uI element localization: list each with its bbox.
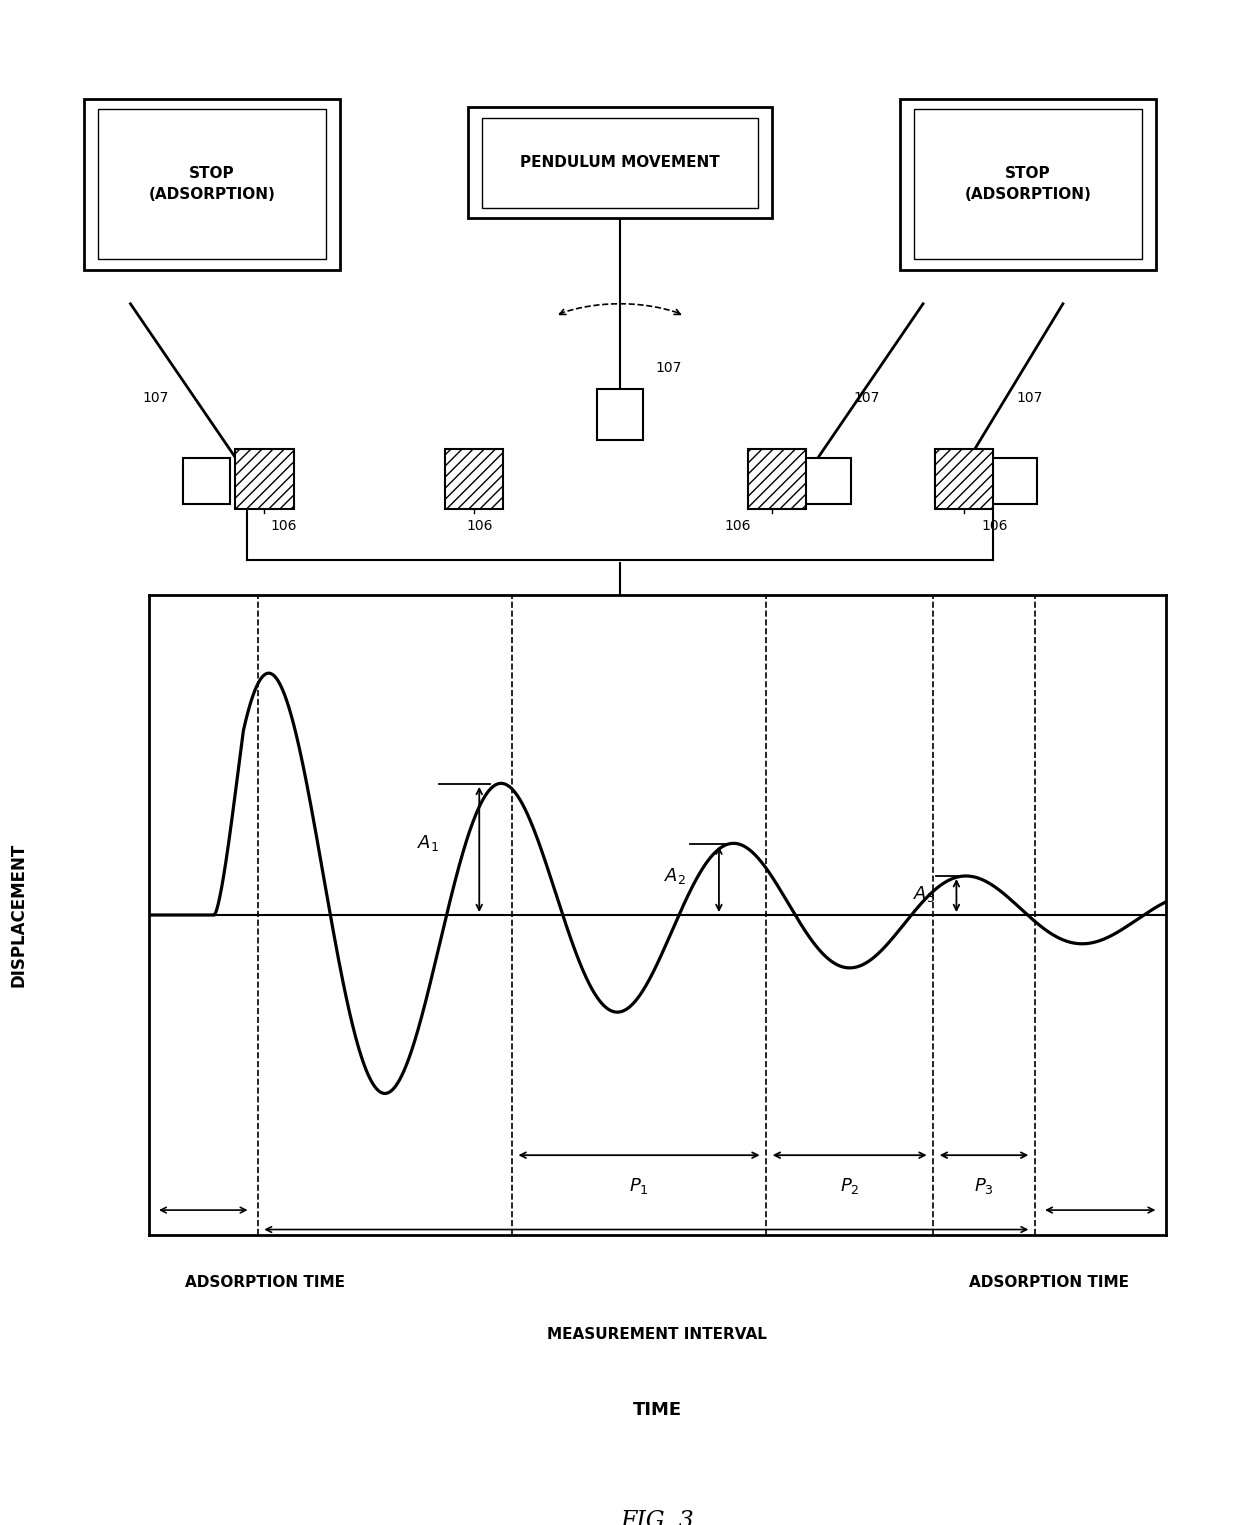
Bar bbox=[805, 458, 851, 505]
Text: ADSORPTION TIME: ADSORPTION TIME bbox=[185, 1275, 345, 1290]
Bar bbox=[184, 458, 229, 505]
Bar bbox=[981, 637, 1028, 680]
Bar bbox=[748, 448, 806, 509]
Bar bbox=[445, 448, 503, 509]
Text: TIME: TIME bbox=[632, 1401, 682, 1420]
Text: PENDULUM MOVEMENT: PENDULUM MOVEMENT bbox=[520, 156, 720, 171]
Text: $P_1$: $P_1$ bbox=[629, 1176, 649, 1196]
Bar bbox=[469, 107, 771, 218]
Text: MEASUREMENT INTERVAL: MEASUREMENT INTERVAL bbox=[547, 1327, 768, 1342]
Text: FIG. 3: FIG. 3 bbox=[620, 1510, 694, 1525]
Text: DISPLACEMENT: DISPLACEMENT bbox=[9, 843, 27, 987]
Bar bbox=[84, 99, 340, 270]
Text: 106: 106 bbox=[270, 518, 296, 532]
Bar bbox=[236, 448, 294, 509]
Text: 107: 107 bbox=[655, 361, 681, 375]
Bar bbox=[98, 110, 326, 259]
Text: $P_2$: $P_2$ bbox=[839, 1176, 859, 1196]
Bar bbox=[482, 117, 758, 207]
Text: $A_3$: $A_3$ bbox=[913, 883, 935, 904]
Text: $P_3$: $P_3$ bbox=[975, 1176, 994, 1196]
Text: STOP
(ADSORPTION): STOP (ADSORPTION) bbox=[149, 166, 275, 203]
Text: 107: 107 bbox=[143, 390, 169, 404]
Text: $A_1$: $A_1$ bbox=[418, 833, 439, 852]
Bar bbox=[935, 448, 993, 509]
Bar bbox=[991, 458, 1038, 505]
Text: 106: 106 bbox=[467, 518, 494, 532]
Bar bbox=[914, 110, 1142, 259]
Text: 106: 106 bbox=[725, 518, 751, 532]
Text: 107: 107 bbox=[853, 390, 879, 404]
Text: 106: 106 bbox=[981, 518, 1008, 532]
Text: ADSORPTION TIME: ADSORPTION TIME bbox=[970, 1275, 1130, 1290]
Text: $A_2$: $A_2$ bbox=[665, 866, 687, 886]
Text: 107: 107 bbox=[1017, 390, 1043, 404]
Bar bbox=[212, 637, 259, 680]
Text: STOP
(ADSORPTION): STOP (ADSORPTION) bbox=[965, 166, 1091, 203]
Bar bbox=[596, 389, 644, 441]
Bar bbox=[900, 99, 1156, 270]
